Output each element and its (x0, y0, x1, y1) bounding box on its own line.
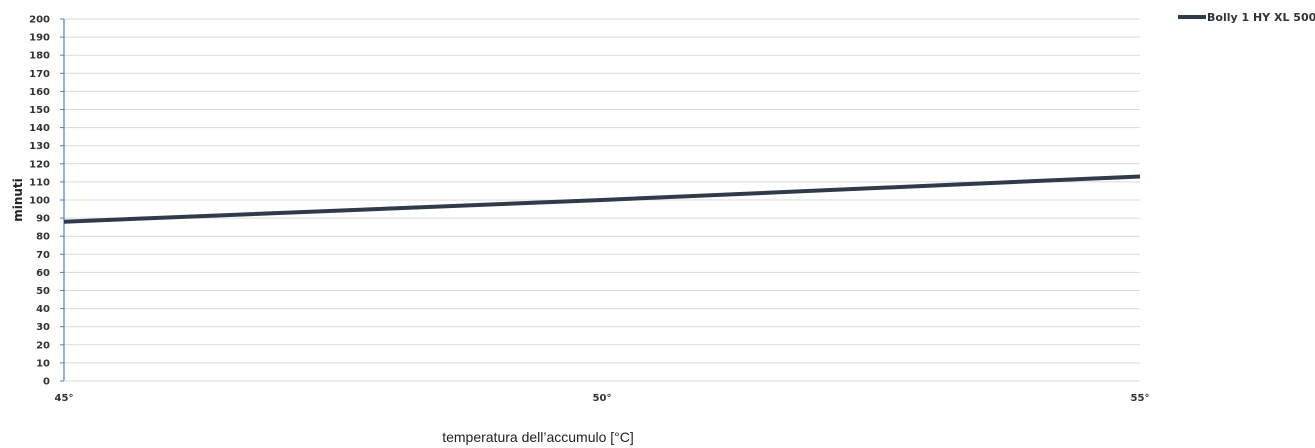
axes: 0 10 20 30 40 50 60 70 80 90 100 110 120 130 140 150 160… (29, 15, 1149, 405)
y-tick-label: 90 (36, 214, 50, 225)
y-tick-label: 30 (36, 322, 50, 333)
y-tick-label: 180 (29, 51, 50, 62)
legend-label: Bolly 1 HY XL 500 (1207, 11, 1315, 24)
gridlines (64, 18, 1140, 364)
y-tick-label: 110 (29, 177, 50, 188)
y-tick-label: 190 (29, 33, 50, 44)
x-tick-label: 45° (55, 393, 74, 404)
y-tick-label: 60 (36, 268, 50, 279)
y-tick-label: 50 (36, 286, 50, 297)
y-tick-label: 160 (29, 87, 50, 98)
x-axis-title: temperatura dell’accumulo [°C] (442, 429, 634, 445)
y-tick-label: 10 (36, 358, 50, 369)
y-tick-label: 120 (29, 159, 50, 170)
y-tick-label: 150 (29, 105, 50, 116)
y-tick-label: 80 (36, 232, 50, 243)
y-tick-label: 200 (29, 15, 50, 26)
legend: Bolly 1 HY XL 500 (1178, 11, 1315, 24)
y-tick-label: 140 (29, 123, 50, 134)
y-tick-label: 70 (36, 250, 50, 261)
y-tick-label: 100 (29, 196, 50, 207)
y-tick-label: 0 (43, 377, 50, 388)
x-tick-label: 50° (593, 393, 612, 404)
y-tick-label: 20 (36, 340, 50, 351)
y-tick-label: 40 (36, 304, 50, 315)
series-line (63, 174, 1141, 224)
y-tick-label: 170 (29, 69, 50, 80)
series-lines (63, 174, 1141, 224)
y-axis-title: minuti (11, 178, 25, 222)
y-tick-label: 130 (29, 141, 50, 152)
x-tick-label: 55° (1131, 393, 1150, 404)
